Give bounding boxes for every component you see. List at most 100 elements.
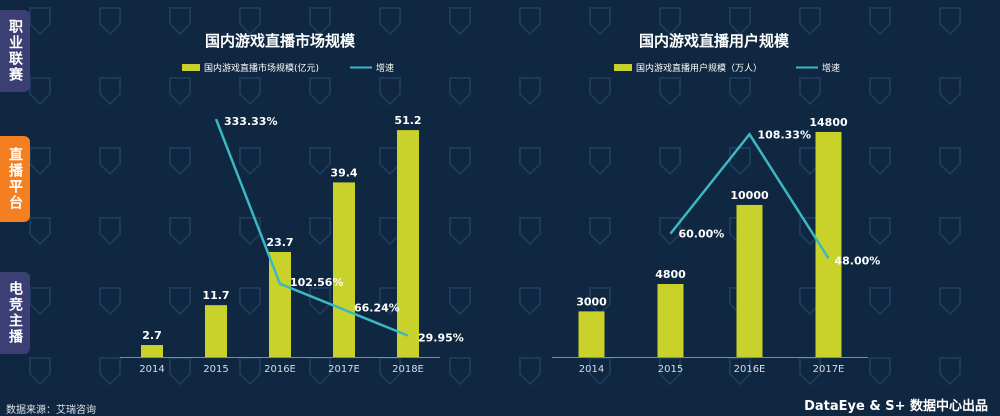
watermark-shield <box>939 77 961 106</box>
x-tick-label: 2014 <box>139 364 164 375</box>
credit-text: DataEye & S+ 数据中心出品 <box>804 399 988 414</box>
bar <box>397 130 419 357</box>
watermark-shield <box>659 147 681 176</box>
bar-value-label: 11.7 <box>202 289 229 302</box>
watermark-shield <box>449 147 471 176</box>
watermark-shield <box>869 217 891 246</box>
bar-value-label: 14800 <box>809 116 848 129</box>
x-tick-label: 2016E <box>734 364 766 375</box>
legend-label-line: 增速 <box>376 62 394 74</box>
watermark-shield <box>29 147 51 176</box>
bar-value-label: 4800 <box>655 268 686 281</box>
watermark-shield <box>99 7 121 36</box>
chart-title: 国内游戏直播市场规模 <box>205 32 356 50</box>
tab-esports-streamer[interactable]: 电竞主播 <box>0 272 30 354</box>
watermark-shield <box>589 147 611 176</box>
watermark-shield <box>99 217 121 246</box>
watermark-shield <box>379 217 401 246</box>
watermark-shield <box>519 147 541 176</box>
watermark-shield <box>379 7 401 36</box>
watermark-shield <box>659 217 681 246</box>
watermark-shield <box>379 147 401 176</box>
growth-line <box>214 118 409 337</box>
watermark-shield <box>29 217 51 246</box>
watermark-shield <box>99 287 121 316</box>
watermark-shield <box>939 357 961 386</box>
watermark-shield <box>309 7 331 36</box>
growth-line <box>669 132 830 259</box>
data-source: 数据来源：艾瑞咨询 <box>6 405 96 416</box>
watermark-shield <box>309 217 331 246</box>
watermark-shield <box>239 287 261 316</box>
watermark-shield <box>99 357 121 386</box>
watermark-shield <box>29 77 51 106</box>
watermark-shield <box>449 357 471 386</box>
watermark-shield <box>589 287 611 316</box>
bar <box>333 182 355 357</box>
watermark-shield <box>449 7 471 36</box>
growth-value-label: 66.24% <box>354 302 400 315</box>
watermark-shield <box>309 287 331 316</box>
watermark-shield <box>939 147 961 176</box>
watermark-shield <box>519 77 541 106</box>
watermark-shield <box>169 287 191 316</box>
watermark-shield <box>869 7 891 36</box>
watermark-shield <box>379 287 401 316</box>
x-tick-label: 2015 <box>203 364 228 375</box>
watermark-shield <box>589 77 611 106</box>
growth-value-label: 29.95% <box>418 332 464 345</box>
watermark-shield <box>869 77 891 106</box>
tab-label: 职业联赛 <box>7 19 23 83</box>
watermark-shield <box>29 357 51 386</box>
bar <box>141 345 163 357</box>
x-tick-label: 2018E <box>392 364 424 375</box>
tab-streaming-platform[interactable]: 直播平台 <box>0 136 30 222</box>
bar-value-label: 23.7 <box>266 236 293 249</box>
watermark-shield <box>589 7 611 36</box>
chart-title: 国内游戏直播用户规模 <box>639 32 790 50</box>
watermark-shield <box>99 147 121 176</box>
bar-value-label: 51.2 <box>394 114 421 127</box>
watermark-shield <box>29 7 51 36</box>
x-tick-label: 2017E <box>328 364 360 375</box>
legend-swatch-bar <box>614 64 632 71</box>
watermark-shield <box>519 287 541 316</box>
watermark-shield <box>939 287 961 316</box>
bar-value-label: 39.4 <box>330 166 357 179</box>
tab-label: 直播平台 <box>7 147 23 211</box>
bar-value-label: 10000 <box>730 189 769 202</box>
watermark-shield <box>659 7 681 36</box>
watermark-shield <box>169 217 191 246</box>
growth-value-label: 48.00% <box>835 254 881 267</box>
watermark-shield <box>519 357 541 386</box>
watermark-shield <box>659 77 681 106</box>
watermark-shield <box>729 77 751 106</box>
watermark-shield <box>519 217 541 246</box>
watermark-shield <box>589 217 611 246</box>
watermark-shield <box>239 7 261 36</box>
watermark-shield <box>729 7 751 36</box>
x-tick-label: 2017E <box>813 364 845 375</box>
bar <box>736 204 763 357</box>
legend-swatch-bar <box>182 64 200 71</box>
watermark-shield <box>239 77 261 106</box>
tab-esports-league[interactable]: 职业联赛 <box>0 10 30 92</box>
x-tick-label: 2014 <box>579 364 604 375</box>
x-tick-label: 2015 <box>658 364 683 375</box>
growth-value-label: 102.56% <box>290 276 343 289</box>
growth-value-label: 333.33% <box>224 115 277 128</box>
watermark-shield <box>729 147 751 176</box>
watermark-shield <box>169 147 191 176</box>
bar <box>269 251 291 357</box>
bar-value-label: 3000 <box>576 295 607 308</box>
bar-value-label: 2.7 <box>142 329 162 342</box>
watermark-shield <box>939 7 961 36</box>
watermark-shield <box>169 77 191 106</box>
watermark-shield <box>239 217 261 246</box>
tab-label: 电竞主播 <box>7 281 23 345</box>
bar <box>657 284 684 357</box>
watermark-shield <box>799 77 821 106</box>
watermark-shield <box>309 77 331 106</box>
